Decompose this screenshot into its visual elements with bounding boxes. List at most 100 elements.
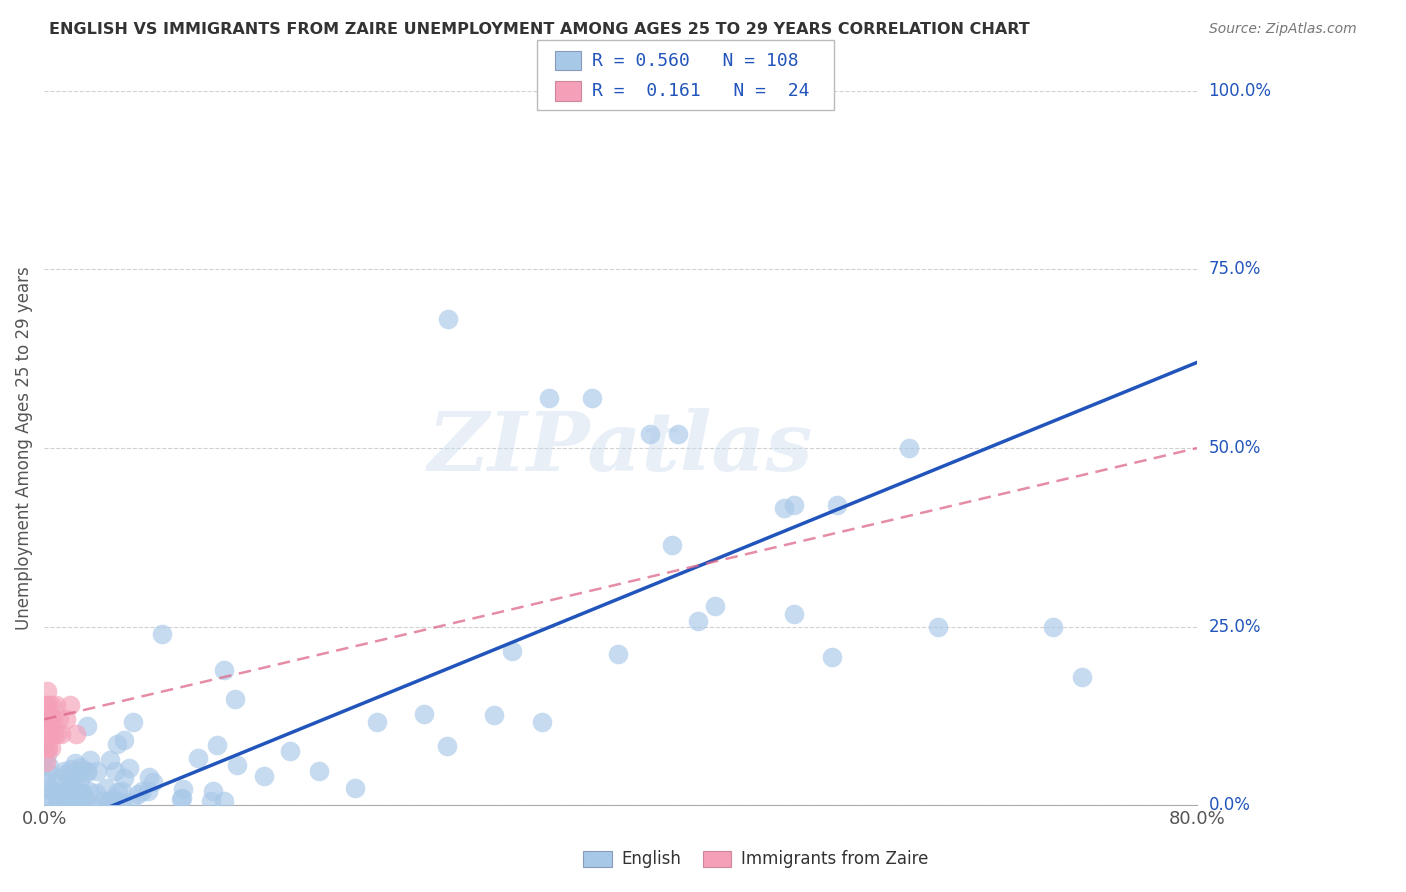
Point	[138, 784, 160, 798]
Point	[58, 797, 80, 811]
Point	[34, 698, 56, 712]
Text: Immigrants from Zaire: Immigrants from Zaire	[741, 850, 928, 868]
Point	[46, 797, 69, 811]
Text: R = 0.560   N = 108: R = 0.560 N = 108	[592, 52, 799, 70]
Point	[63, 795, 86, 809]
Point	[668, 426, 690, 441]
Point	[436, 312, 458, 326]
Point	[783, 607, 806, 621]
Point	[170, 792, 193, 806]
Point	[60, 785, 83, 799]
Text: 75.0%: 75.0%	[1209, 260, 1261, 278]
Point	[37, 789, 59, 803]
Point	[581, 391, 603, 405]
Text: 50.0%: 50.0%	[1209, 439, 1261, 457]
Point	[436, 739, 458, 753]
Text: Source: ZipAtlas.com: Source: ZipAtlas.com	[1209, 22, 1357, 37]
Point	[212, 663, 235, 677]
Point	[37, 747, 59, 761]
Point	[34, 756, 56, 770]
Point	[63, 756, 86, 771]
Point	[41, 741, 63, 756]
Point	[98, 794, 121, 808]
Point	[607, 647, 630, 661]
Point	[224, 691, 246, 706]
Point	[172, 791, 194, 805]
Point	[101, 791, 124, 805]
Point	[70, 763, 93, 777]
Point	[200, 794, 222, 808]
Point	[79, 753, 101, 767]
Point	[48, 771, 70, 785]
Text: 0.0%: 0.0%	[1209, 796, 1250, 814]
Point	[32, 712, 55, 726]
Point	[138, 770, 160, 784]
Point	[32, 741, 55, 756]
Point	[59, 698, 82, 712]
Point	[127, 787, 149, 801]
Point	[76, 719, 98, 733]
Point	[308, 764, 330, 779]
Point	[91, 794, 114, 808]
Point	[898, 441, 921, 455]
Text: English: English	[621, 850, 682, 868]
Point	[59, 778, 82, 792]
Point	[120, 795, 142, 809]
Point	[825, 498, 848, 512]
Point	[94, 781, 117, 796]
Point	[46, 785, 69, 799]
Point	[45, 775, 67, 789]
Point	[41, 784, 63, 798]
Point	[35, 741, 58, 756]
Point	[107, 785, 129, 799]
Point	[41, 698, 63, 712]
Point	[86, 764, 108, 778]
Point	[35, 683, 58, 698]
Point	[52, 786, 75, 800]
Point	[51, 789, 73, 804]
Point	[52, 764, 75, 778]
Point	[122, 714, 145, 729]
Point	[112, 771, 135, 785]
Point	[48, 797, 70, 812]
Point	[37, 726, 59, 740]
Point	[226, 758, 249, 772]
Point	[65, 726, 87, 740]
Point	[366, 715, 388, 730]
Point	[413, 706, 436, 721]
Point	[38, 758, 60, 772]
Point	[501, 644, 523, 658]
Point	[35, 712, 58, 726]
Point	[202, 784, 225, 798]
Point	[55, 712, 77, 726]
Point	[73, 795, 96, 809]
Point	[38, 712, 60, 726]
Point	[69, 775, 91, 789]
Point	[253, 769, 276, 783]
Point	[84, 786, 107, 800]
Point	[38, 781, 60, 796]
Point	[98, 753, 121, 767]
Point	[69, 760, 91, 774]
Point	[688, 614, 710, 628]
Point	[67, 785, 90, 799]
Point	[66, 790, 89, 805]
Text: R =  0.161   N =  24: R = 0.161 N = 24	[592, 82, 810, 100]
Point	[97, 795, 120, 809]
Point	[187, 751, 209, 765]
Point	[72, 789, 94, 803]
Point	[661, 538, 683, 552]
Text: ENGLISH VS IMMIGRANTS FROM ZAIRE UNEMPLOYMENT AMONG AGES 25 TO 29 YEARS CORRELAT: ENGLISH VS IMMIGRANTS FROM ZAIRE UNEMPLO…	[49, 22, 1031, 37]
Point	[773, 500, 796, 515]
Point	[703, 599, 725, 613]
Point	[344, 781, 367, 796]
Point	[638, 426, 661, 441]
Point	[37, 698, 59, 712]
Point	[212, 794, 235, 808]
Point	[104, 764, 127, 778]
Point	[112, 733, 135, 747]
Point	[278, 744, 301, 758]
Point	[76, 765, 98, 780]
Point	[1042, 619, 1064, 633]
Point	[65, 792, 87, 806]
